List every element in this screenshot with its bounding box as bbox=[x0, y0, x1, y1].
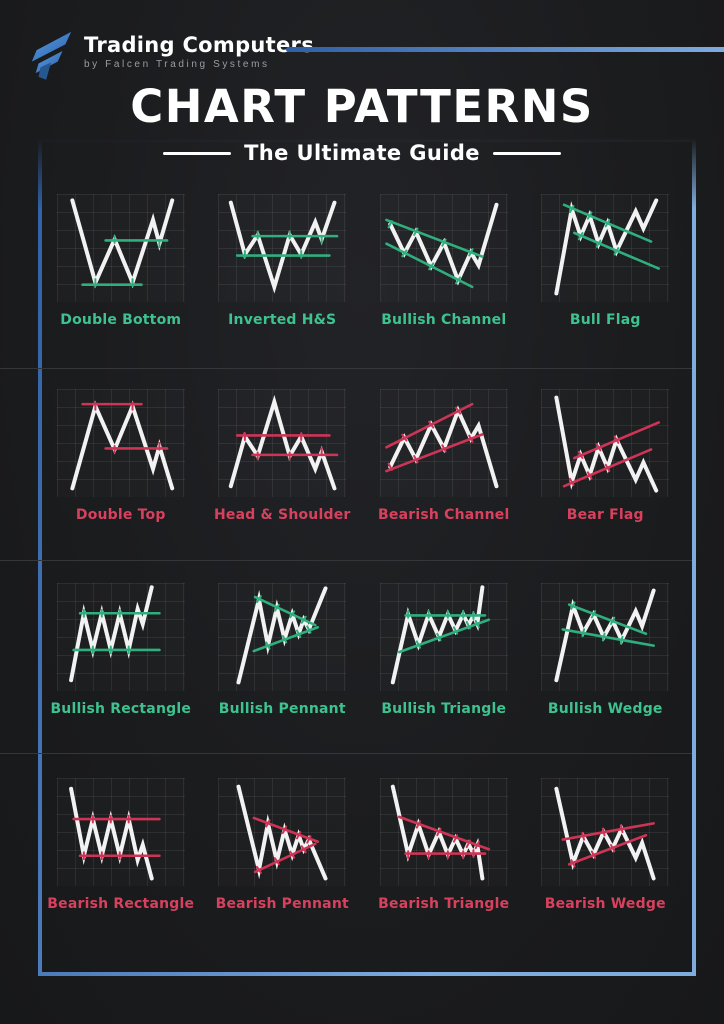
pattern-label: Double Top bbox=[75, 506, 166, 523]
pattern-label: Bearish Wedge bbox=[544, 895, 666, 912]
bearish-rectangle-tile bbox=[56, 777, 185, 886]
pattern-card-double-bottom: Double Bottom bbox=[40, 170, 202, 365]
pattern-label: Bearish Pennant bbox=[215, 895, 349, 912]
pattern-label: Bullish Channel bbox=[381, 312, 507, 329]
pattern-card-bullish-channel: Bullish Channel bbox=[363, 170, 525, 365]
inverted-hs-tile bbox=[218, 194, 347, 303]
bearish-wedge-chart bbox=[541, 778, 669, 886]
pattern-label: Bullish Pennant bbox=[218, 701, 346, 718]
pattern-card-inverted-hs: Inverted H&S bbox=[202, 170, 364, 365]
bearish-rectangle-chart bbox=[57, 778, 185, 886]
pattern-card-bearish-channel: Bearish Channel bbox=[363, 365, 525, 560]
pattern-label: Bear Flag bbox=[566, 506, 644, 523]
pattern-card-bullish-triangle: Bullish Triangle bbox=[363, 559, 525, 754]
bullish-wedge-tile bbox=[541, 583, 670, 692]
bearish-channel-chart bbox=[380, 389, 508, 497]
pattern-card-bullish-rectangle: Bullish Rectangle bbox=[40, 559, 202, 754]
row-divider bbox=[0, 753, 692, 754]
bullish-channel-chart bbox=[380, 194, 508, 302]
double-bottom-tile bbox=[56, 194, 185, 303]
pattern-card-bearish-triangle: Bearish Triangle bbox=[363, 754, 525, 949]
row-divider bbox=[0, 368, 692, 369]
double-bottom-chart bbox=[57, 194, 185, 302]
pattern-label: Bearish Triangle bbox=[378, 895, 510, 912]
pattern-card-bullish-pennant: Bullish Pennant bbox=[202, 559, 364, 754]
bearish-pennant-chart bbox=[218, 778, 346, 886]
pattern-row: Double Top Head & Shoulder Bearish Channel… bbox=[40, 365, 686, 560]
bearish-wedge-tile bbox=[541, 777, 670, 886]
bullish-pennant-chart bbox=[218, 583, 346, 691]
pattern-card-double-top: Double Top bbox=[40, 365, 202, 560]
pattern-row: Bullish Rectangle Bullish Pennant Bullish … bbox=[40, 559, 686, 754]
pattern-label: Bullish Rectangle bbox=[50, 701, 192, 718]
double-top-chart bbox=[57, 389, 185, 497]
pattern-label: Inverted H&S bbox=[228, 312, 337, 329]
bearish-channel-tile bbox=[379, 388, 508, 497]
bullish-pennant-tile bbox=[218, 583, 347, 692]
bear-flag-chart bbox=[541, 389, 669, 497]
bullish-channel-tile bbox=[379, 194, 508, 303]
double-top-tile bbox=[56, 388, 185, 497]
pattern-label: Bearish Channel bbox=[378, 506, 510, 523]
pattern-card-bear-flag: Bear Flag bbox=[525, 365, 687, 560]
pattern-card-bearish-wedge: Bearish Wedge bbox=[525, 754, 687, 949]
falcen-f-logo-icon bbox=[31, 31, 72, 80]
pattern-label: Bullish Triangle bbox=[381, 701, 507, 718]
brand-name: Trading Computers bbox=[84, 32, 315, 57]
pattern-label: Head & Shoulder bbox=[214, 506, 351, 523]
pattern-label: Bearish Rectangle bbox=[47, 895, 195, 912]
bullish-triangle-tile bbox=[379, 583, 508, 692]
pattern-card-bull-flag: Bull Flag bbox=[525, 170, 687, 365]
pattern-row: Double Bottom Inverted H&S Bullish Channel… bbox=[40, 170, 686, 365]
bear-flag-tile bbox=[541, 388, 670, 497]
pattern-label: Bull Flag bbox=[569, 312, 641, 329]
bullish-triangle-chart bbox=[380, 583, 508, 691]
header-accent-line bbox=[286, 47, 724, 52]
pattern-card-bearish-pennant: Bearish Pennant bbox=[202, 754, 364, 949]
brand-header: Trading Computers by Falcen Trading Syst… bbox=[28, 24, 314, 80]
head-and-shoulder-chart bbox=[218, 389, 346, 497]
head-and-shoulder-tile bbox=[218, 388, 347, 497]
inverted-hs-chart bbox=[218, 194, 346, 302]
bullish-rectangle-tile bbox=[56, 583, 185, 692]
bearish-triangle-tile bbox=[379, 777, 508, 886]
bull-flag-chart bbox=[541, 194, 669, 302]
pattern-card-bullish-wedge: Bullish Wedge bbox=[525, 559, 687, 754]
page-title: CHART PATTERNS bbox=[130, 80, 594, 133]
pattern-card-bearish-rectangle: Bearish Rectangle bbox=[40, 754, 202, 949]
brand-text: Trading Computers by Falcen Trading Syst… bbox=[84, 34, 314, 70]
pattern-label: Double Bottom bbox=[60, 312, 182, 329]
bullish-wedge-chart bbox=[541, 583, 669, 691]
bull-flag-tile bbox=[541, 194, 670, 303]
pattern-row: Bearish Rectangle Bearish Pennant Bearish … bbox=[40, 754, 686, 949]
pattern-label: Bullish Wedge bbox=[547, 701, 663, 718]
pattern-grid: Double Bottom Inverted H&S Bullish Channel… bbox=[40, 170, 686, 948]
bullish-rectangle-chart bbox=[57, 583, 185, 691]
pattern-card-head-and-shoulder: Head & Shoulder bbox=[202, 365, 364, 560]
row-divider bbox=[0, 560, 692, 561]
bearish-pennant-tile bbox=[218, 777, 347, 886]
brand-tagline: by Falcen Trading Systems bbox=[84, 59, 270, 71]
bearish-triangle-chart bbox=[380, 778, 508, 886]
